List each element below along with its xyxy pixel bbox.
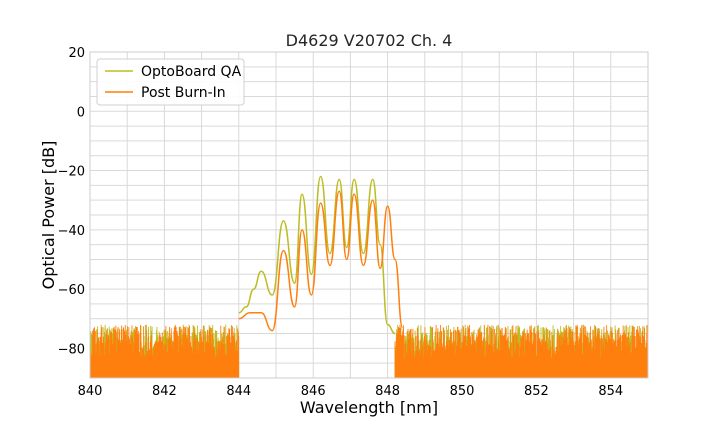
grid <box>89 51 649 379</box>
legend-box <box>96 58 245 106</box>
y-tick-label: 20 <box>68 46 85 61</box>
noise-floor <box>89 324 649 378</box>
y-tick-label: −60 <box>58 283 85 298</box>
y-tick-labels: 20 0 −20 −40 −60 −80 <box>58 46 85 357</box>
x-tick-labels: 840 842 844 846 848 850 852 854 <box>78 384 624 399</box>
y-axis-label: Optical Power [dB] <box>39 141 58 290</box>
x-tick-label: 842 <box>152 384 177 399</box>
x-tick-label: 840 <box>78 384 103 399</box>
legend-label-postburnin: Post Burn-In <box>141 85 226 101</box>
legend: OptoBoard QA Post Burn-In <box>96 58 245 106</box>
x-tick-label: 850 <box>450 384 475 399</box>
y-tick-label: −20 <box>58 165 85 180</box>
y-tick-label: −80 <box>58 342 85 357</box>
chart-title: D4629 V20702 Ch. 4 <box>286 31 453 50</box>
plot-frame <box>89 51 649 379</box>
x-tick-label: 852 <box>524 384 549 399</box>
series-lines <box>238 175 404 335</box>
y-tick-label: 0 <box>77 105 85 120</box>
x-tick-label: 848 <box>375 384 400 399</box>
x-tick-label: 854 <box>598 384 623 399</box>
y-tick-label: −40 <box>58 224 85 239</box>
series-line-0 <box>238 175 396 335</box>
legend-label-optoboard: OptoBoard QA <box>141 64 242 80</box>
x-tick-label: 846 <box>301 384 326 399</box>
x-axis-label: Wavelength [nm] <box>300 398 438 417</box>
noise-floor-right-1 <box>394 324 649 378</box>
series-line-1 <box>238 190 404 332</box>
x-tick-label: 844 <box>226 384 251 399</box>
